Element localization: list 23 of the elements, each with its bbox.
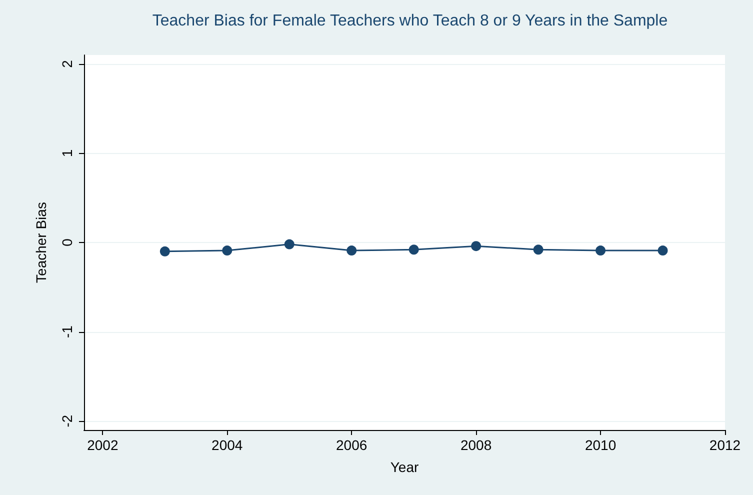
point <box>222 246 232 256</box>
x-tick-label: 2012 <box>709 437 741 453</box>
chart-title: Teacher Bias for Female Teachers who Teach 8 or 9 Years in the Sample <box>152 12 668 30</box>
x-tick-label: 2002 <box>87 437 118 453</box>
y-axis-title: Teacher Bias <box>33 202 49 283</box>
y-tick-label: 2 <box>59 60 75 68</box>
point <box>471 241 482 252</box>
point <box>346 246 357 256</box>
y-tick-label: 1 <box>59 149 75 158</box>
x-tick-label: 2010 <box>584 437 616 453</box>
y-tick-label: 0 <box>59 238 75 246</box>
x-tick-label: 2004 <box>212 437 243 453</box>
x-tick-label: 2006 <box>336 437 368 453</box>
x-axis-title: Year <box>390 459 419 475</box>
point <box>408 244 419 255</box>
y-tick-label: -2 <box>59 414 75 428</box>
point <box>284 239 294 250</box>
y-tick-label: -1 <box>59 325 75 338</box>
x-tick-label: 2008 <box>460 437 492 453</box>
point <box>160 246 170 256</box>
point <box>533 244 544 255</box>
point <box>596 246 606 256</box>
point <box>658 246 668 256</box>
